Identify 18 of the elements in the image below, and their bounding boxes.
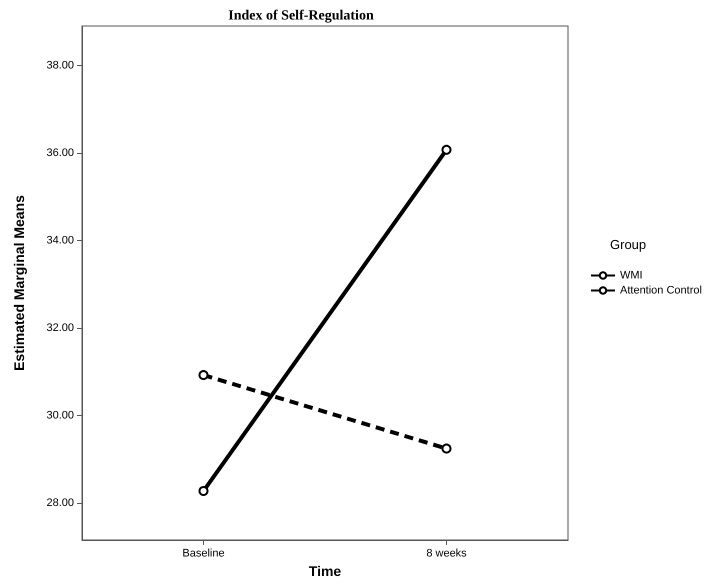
x-tick-label: Baseline: [182, 548, 225, 560]
point: [442, 144, 452, 155]
legend-label: WMI: [620, 270, 643, 282]
x-axis-title: Time: [308, 563, 342, 579]
y-tick-label: 30.00: [46, 409, 74, 422]
y-tick-label: 34.00: [46, 234, 74, 246]
point: [198, 370, 208, 380]
y-tick-label: 38.00: [46, 59, 74, 72]
y-tick-label: 36.00: [46, 146, 74, 159]
y-axis-title: Estimated Marginal Means: [11, 194, 27, 371]
legend-title: Group: [610, 237, 646, 252]
point: [442, 444, 452, 454]
y-tick-label: 32.00: [46, 322, 74, 334]
chart-title: Index of Self-Regulation: [228, 8, 374, 24]
point: [198, 486, 208, 496]
legend-label: Attention Control: [620, 284, 702, 296]
x-tick-label: 8 weeks: [426, 548, 468, 560]
y-tick-label: 28.00: [46, 496, 74, 509]
